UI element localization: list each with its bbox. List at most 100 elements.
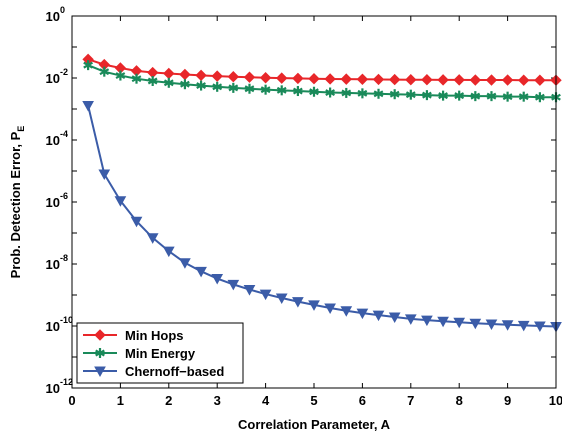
legend: Min Hops Min Energy Chernoff−based	[76, 322, 244, 384]
y-tick-exponent: -2	[60, 67, 68, 77]
legend-entry: Min Energy	[83, 346, 196, 361]
data-point	[211, 70, 223, 82]
y-tick-exponent: -8	[60, 253, 68, 263]
x-tick-label: 3	[214, 393, 221, 408]
x-tick-label: 5	[310, 393, 317, 408]
data-point	[518, 74, 530, 86]
x-tick-label: 2	[165, 393, 172, 408]
y-tick-label: 10	[46, 71, 60, 86]
data-point	[356, 308, 369, 320]
data-point	[388, 312, 401, 324]
data-point	[115, 70, 126, 81]
data-point	[501, 320, 514, 331]
y-tick-label: 10	[46, 133, 60, 148]
data-point	[83, 60, 93, 71]
data-point	[454, 90, 465, 101]
data-point	[82, 100, 94, 112]
data-point	[502, 91, 513, 102]
data-point	[356, 73, 369, 85]
legend-label: Min Hops	[125, 328, 184, 343]
data-point	[534, 321, 546, 333]
y-axis-title-subscript: E	[16, 126, 26, 132]
data-point	[292, 72, 304, 85]
data-point	[404, 314, 417, 325]
data-point	[308, 300, 320, 311]
data-point	[438, 90, 448, 101]
data-point	[195, 69, 207, 82]
data-point	[534, 74, 546, 86]
data-point	[308, 72, 320, 85]
data-point	[195, 266, 207, 278]
data-point	[114, 196, 127, 207]
axes-frame	[71, 15, 557, 389]
data-point	[227, 279, 240, 291]
data-point	[405, 74, 417, 86]
series-1	[83, 60, 561, 103]
data-point	[130, 216, 143, 228]
y-tick-exponent: -12	[60, 377, 73, 387]
data-point	[325, 87, 335, 98]
data-point	[470, 91, 481, 102]
data-point	[227, 71, 240, 83]
legend-label: Min Energy	[125, 346, 196, 361]
x-tick-label: 7	[407, 393, 414, 408]
x-tick-label: 1	[117, 393, 124, 408]
data-point	[162, 246, 175, 258]
y-tick-label: 10	[46, 9, 60, 24]
data-point	[388, 73, 401, 86]
data-point	[147, 76, 158, 87]
data-point	[131, 73, 142, 84]
x-tick-label: 0	[68, 393, 75, 408]
legend-marker	[95, 348, 105, 358]
y-tick-exponent: -10	[60, 315, 73, 325]
data-point	[276, 72, 288, 84]
data-point	[292, 297, 304, 308]
data-point	[485, 74, 498, 86]
legend-marker	[94, 329, 106, 341]
data-point	[372, 73, 385, 86]
data-point	[405, 89, 416, 100]
data-point	[244, 83, 255, 94]
data-point	[211, 274, 224, 285]
x-tick-label: 4	[262, 393, 270, 408]
data-point	[163, 77, 174, 88]
data-point	[389, 89, 400, 100]
x-tick-label: 6	[359, 393, 366, 408]
data-point	[180, 79, 190, 90]
data-point	[99, 66, 110, 77]
data-point	[98, 169, 111, 181]
legend-label: Chernoff−based	[125, 364, 224, 379]
data-point	[437, 316, 449, 328]
x-tick-label: 9	[504, 393, 511, 408]
series-2	[82, 100, 562, 333]
y-tick-exponent: -6	[60, 191, 68, 201]
data-point	[293, 86, 303, 97]
y-tick-label: 10	[46, 319, 60, 334]
data-point	[422, 90, 432, 101]
data-point	[259, 289, 272, 301]
series-0	[82, 53, 562, 86]
data-point	[535, 92, 545, 103]
legend-entry: Min Hops	[83, 328, 184, 343]
data-point	[196, 80, 206, 91]
data-point	[324, 303, 336, 315]
y-tick-exponent: -4	[60, 129, 68, 139]
data-point	[309, 86, 319, 97]
data-point	[340, 73, 352, 85]
data-point	[324, 73, 336, 85]
y-tick-label: 10	[46, 195, 60, 210]
data-point	[146, 233, 159, 244]
data-point	[421, 74, 433, 86]
data-point	[243, 285, 256, 296]
data-point	[341, 87, 352, 98]
data-point	[275, 293, 288, 305]
data-point	[517, 320, 530, 332]
x-tick-label: 8	[456, 393, 463, 408]
data-point	[260, 84, 271, 95]
data-point	[421, 315, 433, 327]
y-tick-exponent: 0	[60, 5, 65, 15]
y-axis-title-main: Prob. Detection Error, P	[8, 131, 23, 278]
y-axis-title: Prob. Detection Error, PE	[8, 126, 26, 279]
